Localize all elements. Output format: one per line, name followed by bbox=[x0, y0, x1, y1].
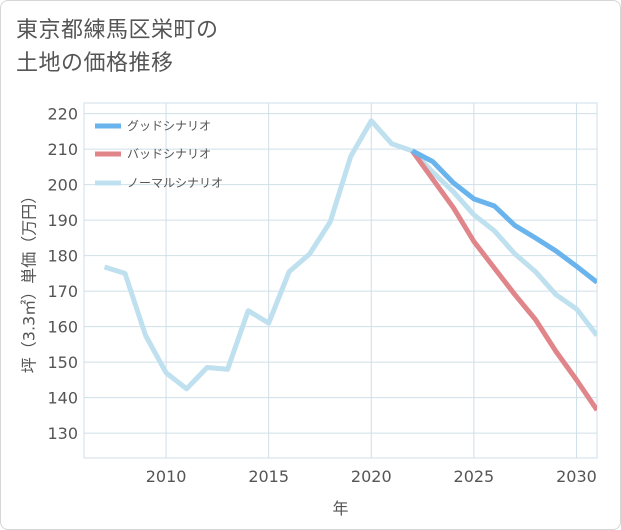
x-tick-label: 2025 bbox=[454, 467, 495, 486]
y-tick-label: 150 bbox=[47, 353, 78, 372]
series-layer bbox=[103, 118, 597, 412]
tick-labels: 2010 2015 2020 2025 2030 130 140 150 160 170 180 19… bbox=[47, 105, 596, 486]
legend-label-good: グッドシナリオ bbox=[127, 119, 211, 133]
grid bbox=[83, 102, 598, 459]
legend-label-bad: バッドシナリオ bbox=[127, 147, 211, 161]
y-axis-title: 坪（3.3㎡）単価（万円） bbox=[20, 188, 39, 373]
legend-label-normal: ノーマルシナリオ bbox=[127, 176, 223, 190]
y-tick-label: 130 bbox=[47, 424, 78, 443]
chart-title-line-2: 土地の価格推移 bbox=[16, 51, 174, 76]
y-tick-label: 160 bbox=[47, 318, 78, 337]
y-tick-label: 170 bbox=[47, 282, 78, 301]
chart-title-line-1: 東京都練馬区栄町の bbox=[16, 18, 219, 43]
chart-title: 東京都練馬区栄町の 土地の価格推移 bbox=[16, 14, 219, 80]
x-tick-label: 2030 bbox=[556, 467, 597, 486]
y-tick-label: 210 bbox=[47, 140, 78, 159]
y-tick-label: 220 bbox=[47, 105, 78, 124]
x-tick-label: 2010 bbox=[146, 467, 187, 486]
series-line-bad bbox=[410, 149, 597, 412]
series-line-normal bbox=[103, 118, 597, 392]
y-tick-label: 140 bbox=[47, 389, 78, 408]
series-line-good bbox=[411, 148, 597, 285]
x-tick-label: 2015 bbox=[248, 467, 289, 486]
x-axis-title: 年 bbox=[332, 499, 348, 518]
y-tick-label: 180 bbox=[47, 247, 78, 266]
y-tick-label: 190 bbox=[47, 211, 78, 230]
x-tick-label: 2020 bbox=[351, 467, 392, 486]
y-tick-label: 200 bbox=[47, 176, 78, 195]
